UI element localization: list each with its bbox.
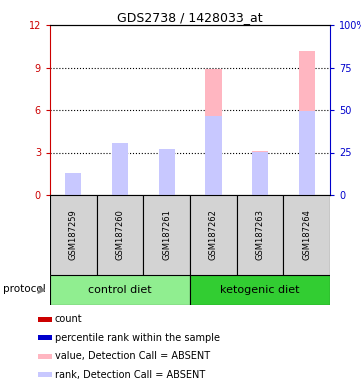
Bar [205,69,222,195]
Text: protocol: protocol [3,283,45,293]
Bar [97,195,143,275]
Text: GSM187264: GSM187264 [302,210,311,260]
Bar [158,156,175,195]
Bar [39,317,52,322]
Bar [190,195,237,275]
Text: control diet: control diet [88,285,152,295]
Text: value, Detection Call = ABSENT: value, Detection Call = ABSENT [55,351,210,361]
Text: rank, Detection Call = ABSENT: rank, Detection Call = ABSENT [55,370,205,380]
Bar [143,195,190,275]
Text: count: count [55,314,82,324]
Text: GSM187261: GSM187261 [162,210,171,260]
Bar [65,173,82,195]
Bar [39,354,52,359]
Bar [39,372,52,377]
Bar [65,174,82,195]
Title: GDS2738 / 1428033_at: GDS2738 / 1428033_at [117,11,263,24]
Bar [252,152,268,195]
Bar [112,151,128,195]
Bar [39,335,52,340]
Bar [283,195,330,275]
Bar [299,111,315,195]
Bar [205,116,222,195]
Bar [158,149,175,195]
Text: GSM187260: GSM187260 [116,210,125,260]
Text: percentile rank within the sample: percentile rank within the sample [55,333,220,343]
Bar [252,151,268,195]
Bar [190,275,330,305]
Bar [299,51,315,195]
Bar [112,143,128,195]
Text: GSM187262: GSM187262 [209,210,218,260]
Bar [237,195,283,275]
Bar [50,275,190,305]
Text: ketogenic diet: ketogenic diet [220,285,300,295]
Text: GSM187263: GSM187263 [256,210,265,260]
Text: GSM187259: GSM187259 [69,210,78,260]
Bar [50,195,97,275]
